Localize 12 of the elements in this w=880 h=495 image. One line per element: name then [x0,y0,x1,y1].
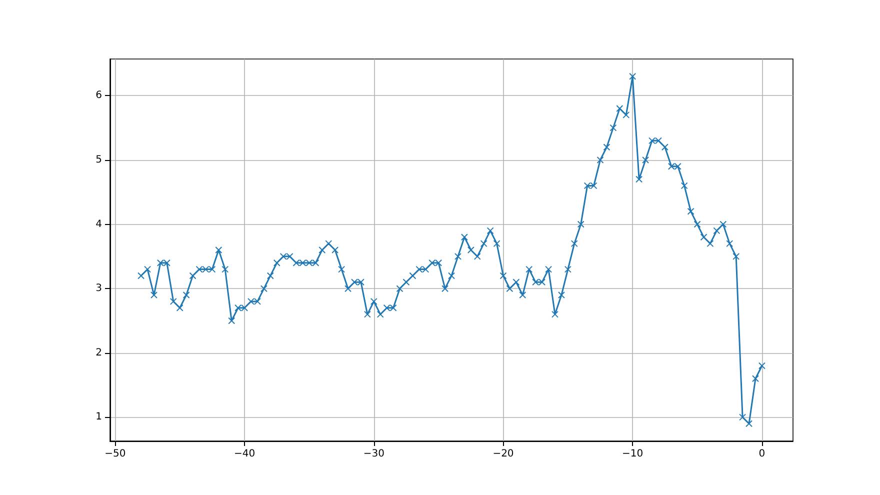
y-tick-label: 5 [96,154,102,166]
y-tick-label: 1 [96,412,102,423]
x-tick-label: −20 [492,448,514,460]
y-tick-label: 6 [96,90,102,102]
x-tick-label: −50 [104,448,126,460]
y-tick-label: 3 [96,283,102,294]
x-tick-label: −10 [622,448,644,460]
y-tick-label: 4 [96,218,102,230]
y-tick-label: 2 [96,347,102,358]
x-tick-label: −40 [234,448,256,460]
x-tick-label: 0 [758,448,766,460]
x-tick-label: −30 [363,448,384,460]
